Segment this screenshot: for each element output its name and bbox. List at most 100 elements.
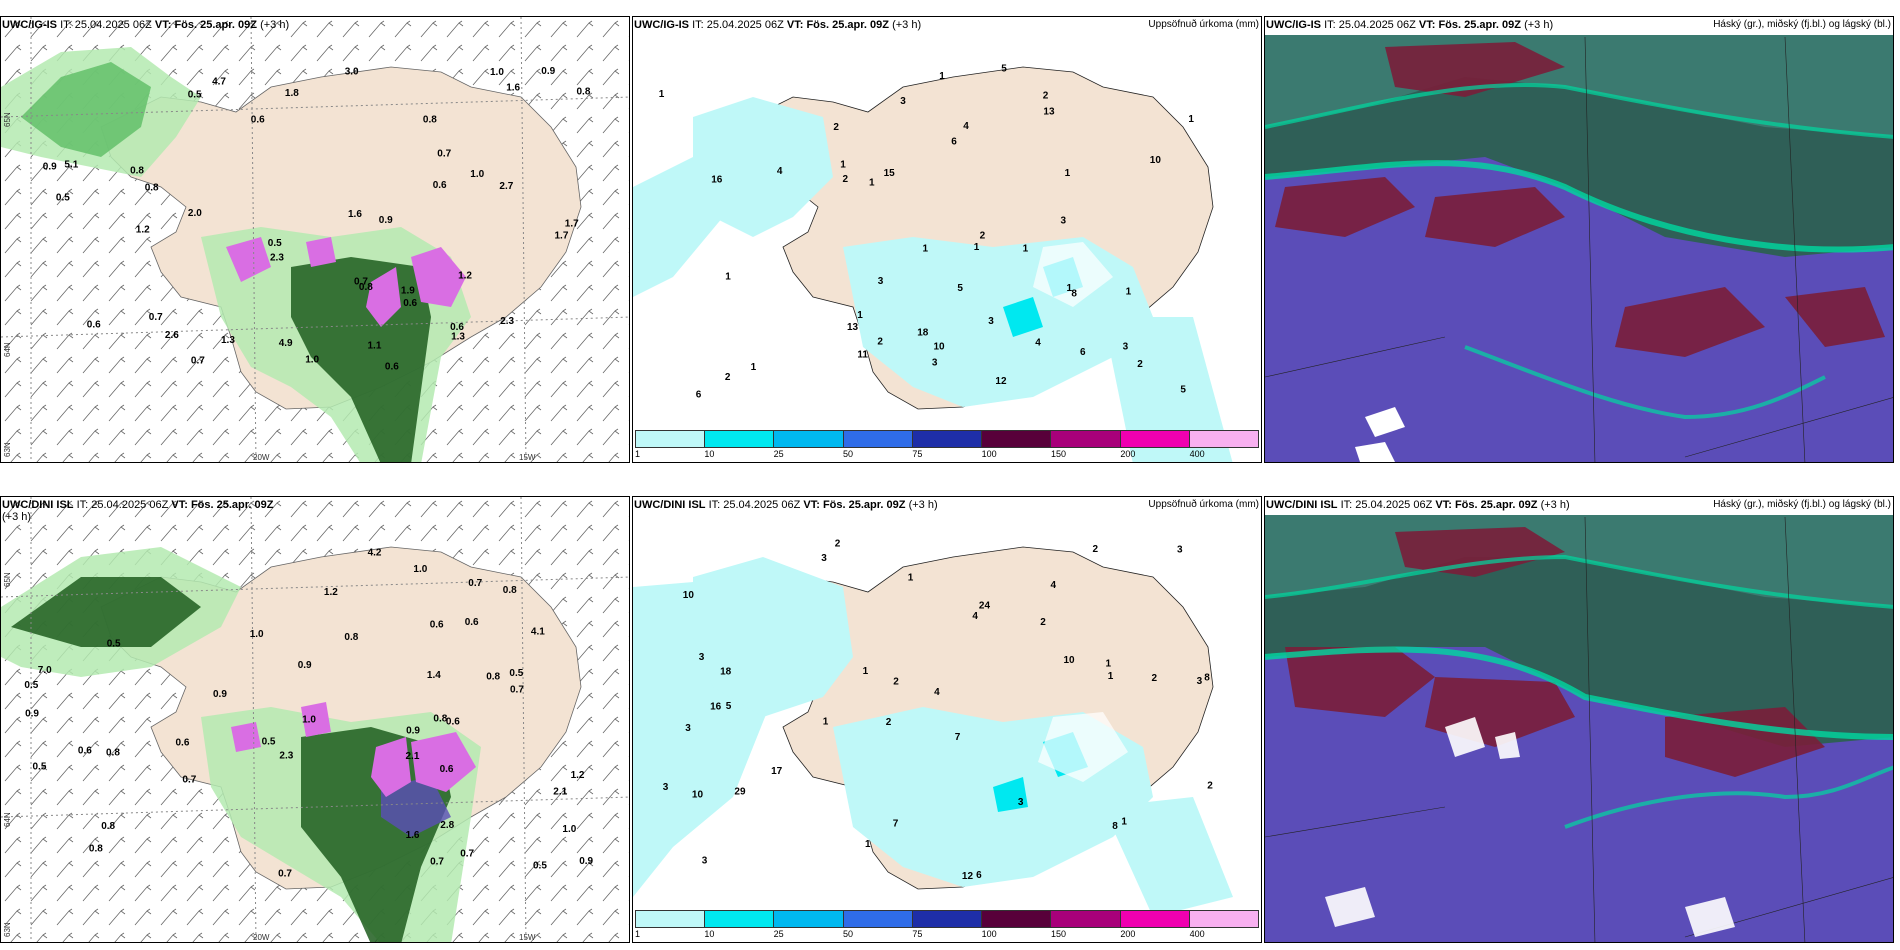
- value-label: 6: [1080, 347, 1086, 358]
- lon-label: 15W: [519, 453, 536, 462]
- colorbar-swatch: [912, 431, 983, 447]
- value-label: 5: [1001, 64, 1007, 75]
- value-label: 1.9: [401, 286, 415, 297]
- colorbar-swatch: [705, 431, 775, 447]
- map-title: Uppsöfnuð úrkoma (mm): [1148, 19, 1259, 30]
- value-label: 0.8: [101, 821, 115, 832]
- value-label: 8: [1071, 289, 1077, 300]
- panel-bottom-right: UWC/DINI ISL IT: 25.04.2025 06Z VT: Fös.…: [1264, 496, 1894, 943]
- value-label: 0.8: [145, 183, 159, 194]
- colorbar-label: 150: [1051, 929, 1067, 939]
- model-name: UWC/DINI ISL: [2, 499, 74, 511]
- value-label: 1: [1121, 817, 1127, 828]
- colorbar-swatch: [774, 431, 844, 447]
- value-label: 0.6: [450, 322, 464, 333]
- panel-header: UWC/IG-IS IT: 25.04.2025 06Z VT: Fös. 25…: [1266, 19, 1891, 35]
- colorbar-label: 25: [773, 929, 784, 939]
- value-label: 1.7: [555, 231, 569, 242]
- vt-label: VT:: [171, 499, 188, 511]
- value-label: 0.8: [433, 714, 447, 725]
- colorbar-swatch: [1120, 911, 1190, 927]
- value-label: 1.0: [413, 564, 427, 575]
- value-label: 29: [734, 787, 746, 798]
- value-label: 0.8: [89, 843, 103, 854]
- value-label: 2.8: [440, 820, 454, 831]
- vt-label: VT:: [1435, 499, 1452, 511]
- it-value: 25.04.2025 06Z: [706, 19, 784, 31]
- value-label: 2: [843, 174, 849, 185]
- value-label: 3: [988, 316, 994, 327]
- value-label: 0.9: [213, 689, 227, 700]
- model-name: UWC/DINI ISL: [1266, 499, 1338, 511]
- value-label: 3: [1123, 342, 1129, 353]
- value-label: 12: [995, 376, 1007, 387]
- value-label: 1: [751, 362, 757, 373]
- value-label: 2.1: [406, 751, 420, 762]
- value-label: 1: [1067, 283, 1073, 294]
- colorbar-labels: 1 10 25 50 75 100 150 200 400: [635, 928, 1259, 940]
- value-label: 1: [1023, 243, 1029, 254]
- colorbar-swatch: [843, 911, 913, 927]
- value-label: 0.6: [440, 764, 454, 775]
- panel-top-middle: UWC/IG-IS IT: 25.04.2025 06Z VT: Fös. 25…: [632, 16, 1262, 463]
- value-label: 1: [908, 573, 914, 584]
- value-label: 0.6: [78, 745, 92, 756]
- lon-label: 20W: [253, 453, 270, 462]
- value-label: 8: [1112, 821, 1118, 832]
- colorbar-label: 50: [843, 929, 854, 939]
- value-label: 1.0: [490, 67, 504, 78]
- value-label: 1.2: [571, 770, 585, 781]
- lead-time: (+3 h): [2, 511, 32, 523]
- value-label: 0.6: [251, 114, 265, 125]
- value-label: 3: [1061, 216, 1067, 227]
- value-label: 6: [976, 870, 982, 881]
- value-label: 1.2: [458, 271, 472, 282]
- colorbar-label: 200: [1120, 449, 1136, 459]
- value-label: 1.0: [470, 169, 484, 180]
- value-label: 3: [900, 96, 906, 107]
- lat-label: 63N: [3, 442, 12, 457]
- value-label: 13: [1043, 107, 1055, 118]
- lead-time: (+3 h): [908, 499, 938, 511]
- vt-value: Fös. 25.apr. 09Z: [174, 19, 257, 31]
- colorbar-swatch: [912, 911, 983, 927]
- it-value: 25.04.2025 06Z: [74, 19, 152, 31]
- value-label: 2: [1040, 617, 1046, 628]
- value-label: 2: [1207, 780, 1213, 791]
- value-label: 10: [1064, 655, 1076, 666]
- value-label: 1: [863, 666, 869, 677]
- it-label: IT:: [692, 19, 704, 31]
- value-label: 0.6: [430, 619, 444, 630]
- value-label: 4: [963, 121, 969, 132]
- value-label: 18: [917, 328, 929, 339]
- lat-label: 65N: [3, 572, 12, 587]
- value-label: 13: [847, 322, 859, 333]
- value-label: 0.7: [468, 578, 482, 589]
- value-label: 0.6: [433, 180, 447, 191]
- it-value: 25.04.2025 06Z: [91, 499, 169, 511]
- model-name: UWC/IG-IS: [1266, 19, 1321, 31]
- precip-magenta-3: [226, 237, 271, 282]
- colorbar-swatch: [1051, 911, 1121, 927]
- value-label: 4.9: [279, 338, 293, 349]
- value-label: 2.0: [188, 208, 202, 219]
- colorbar-swatch: [705, 911, 775, 927]
- map-title: Háský (gr.), miðský (fj.bl.) og lágský (…: [1713, 19, 1891, 30]
- lat-label: 65N: [3, 112, 12, 127]
- value-label: 5.1: [64, 159, 78, 170]
- value-label: 5: [1180, 385, 1186, 396]
- value-label: 0.5: [533, 860, 547, 871]
- vt-label: VT:: [1418, 19, 1436, 31]
- value-label: 4: [972, 611, 978, 622]
- colorbar-swatch: [1051, 431, 1121, 447]
- precip-nw: [693, 97, 833, 237]
- vt-label: VT:: [803, 499, 820, 511]
- value-label: 10: [692, 790, 704, 801]
- value-label: 6: [696, 390, 702, 401]
- value-label: 1: [939, 71, 945, 82]
- it-label: IT:: [708, 499, 721, 511]
- value-label: 1: [857, 310, 863, 321]
- value-label: 3: [699, 652, 705, 663]
- value-label: 3: [1177, 544, 1183, 555]
- value-label: 4: [1035, 338, 1041, 349]
